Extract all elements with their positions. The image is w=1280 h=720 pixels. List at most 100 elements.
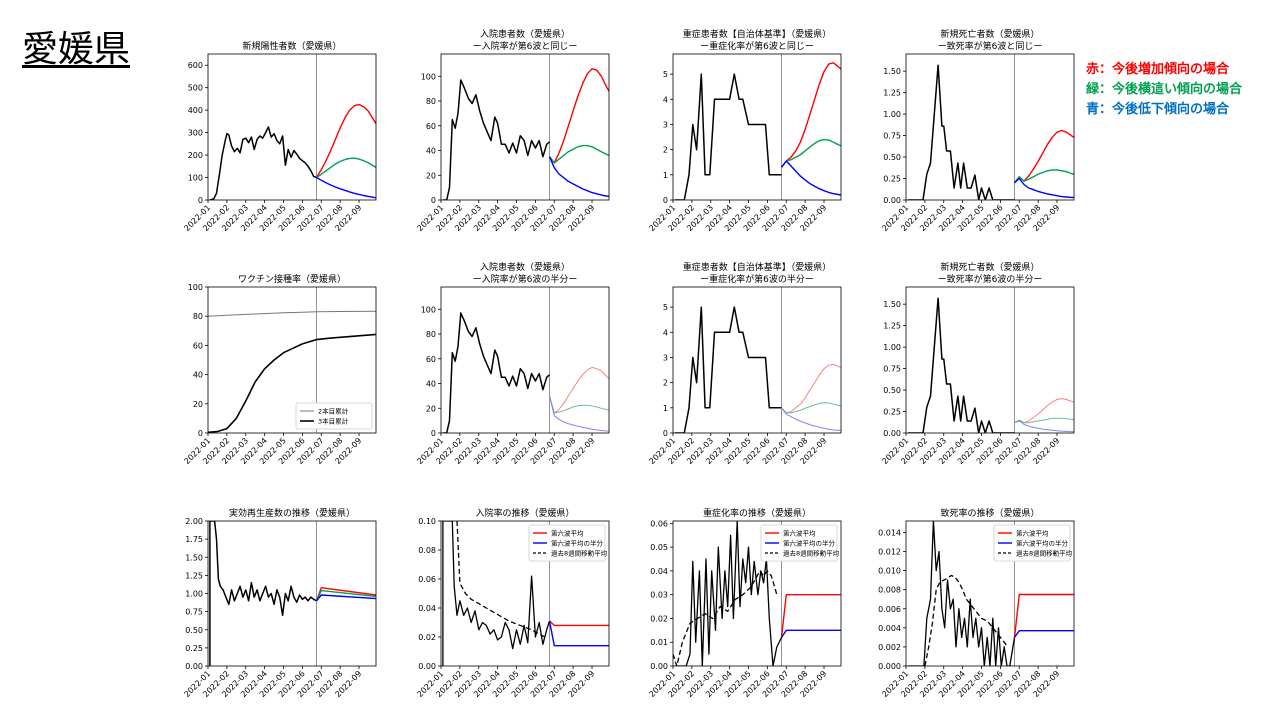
y-tick-label: 1 — [663, 171, 668, 180]
y-tick-label: 0.25 — [883, 175, 901, 184]
y-tick-label: 5 — [663, 70, 668, 79]
y-tick-label: 1.00 — [883, 110, 901, 119]
legend-box — [295, 402, 373, 430]
series-line — [781, 407, 841, 431]
y-tick-label: 100 — [188, 283, 203, 292]
scenario-decrease-note: 青：今後低下傾向の場合 — [1086, 102, 1230, 117]
chart-subtitle: ー致死率が第6波の半分ー — [938, 273, 1043, 285]
y-tick-label: 80 — [426, 97, 436, 106]
y-tick-label: 40 — [426, 380, 436, 389]
series-line — [1014, 417, 1074, 424]
series-group — [674, 62, 841, 200]
y-tick-label: 0.02 — [650, 614, 668, 623]
y-tick-label: 1.50 — [883, 300, 901, 309]
y-tick-label: 200 — [188, 151, 203, 160]
axes-frame — [207, 53, 377, 201]
chart-subtitle: ー重症化率が第6波の半分ー — [700, 273, 814, 285]
series-line — [924, 574, 1009, 666]
chart-subtitle: ー入院率が第6波の半分ー — [473, 273, 578, 285]
legend-box — [528, 524, 606, 562]
y-tick-label: 60 — [193, 341, 203, 350]
chart-panel: 入院患者数（愛媛県）ー入院率が第6波と同じー0204060801002022-0… — [415, 28, 610, 233]
series-line — [1014, 420, 1074, 433]
chart-title: 新規陽性者数（愛媛県） — [242, 40, 341, 52]
y-tick-label: 2 — [663, 146, 668, 155]
chart-title: 実効再生産数の推移（愛媛県） — [229, 507, 355, 519]
chart-subtitle: ー入院率が第6波と同じー — [473, 40, 578, 52]
y-tick-label: 0.10 — [418, 517, 436, 526]
y-tick-label: 0.02 — [418, 633, 436, 642]
y-tick-label: 1.00 — [185, 590, 203, 599]
chart-panel: 重症患者数【自治体基準】（愛媛県）ー重症化率が第6波の半分ー0123452022… — [647, 261, 842, 466]
chart-panel: 入院率の推移（愛媛県）0.000.020.040.060.080.102022-… — [415, 507, 610, 699]
series-line — [442, 312, 550, 433]
axes-frame — [440, 520, 610, 667]
scenario-increase-note: 赤：今後増加傾向の場合 — [1086, 62, 1230, 77]
series-line — [1014, 177, 1074, 199]
y-tick-label: 0.75 — [883, 132, 901, 141]
legend-label: 過去8週間移動平均 — [783, 549, 840, 558]
y-tick-label: 1.25 — [883, 322, 901, 331]
legend-label: 第六波平均の半分 — [551, 539, 604, 548]
axes-frame — [905, 53, 1075, 201]
y-tick-label: 100 — [421, 305, 436, 314]
chart-title: ワクチン接種率（愛媛県） — [238, 273, 346, 285]
y-tick-label: 20 — [193, 400, 203, 409]
page-title: 愛媛県 — [22, 29, 131, 70]
series-line — [780, 629, 841, 638]
chart-title: 新規死亡者数（愛媛県） — [940, 28, 1039, 40]
series-line — [548, 144, 609, 164]
y-tick-label: 0.75 — [883, 365, 901, 374]
series-line — [548, 156, 609, 197]
legend-label: 第六波平均 — [783, 529, 816, 538]
series-group — [907, 64, 1074, 200]
series-line — [907, 64, 1015, 200]
y-tick-label: 0.08 — [418, 546, 436, 555]
y-tick-label: 0.00 — [418, 662, 436, 671]
axes-frame — [672, 286, 842, 434]
scenario-legend: 赤：今後増加傾向の場合 緑：今後横這い傾向の場合 青：今後低下傾向の場合 — [1086, 60, 1242, 120]
y-tick-label: 0.014 — [878, 528, 901, 537]
y-tick-label: 0 — [198, 196, 203, 205]
series-line — [780, 62, 841, 168]
series-group — [209, 521, 376, 666]
y-tick-label: 0.010 — [878, 567, 901, 576]
y-tick-label: 0.004 — [878, 624, 901, 633]
legend-label: 過去8週間移動平均 — [1016, 549, 1073, 558]
legend-label: 第六波平均 — [1016, 529, 1049, 538]
y-tick-label: 1.00 — [883, 343, 901, 352]
y-tick-label: 4 — [663, 95, 668, 104]
y-tick-label: 3 — [663, 120, 668, 129]
series-line — [315, 589, 376, 602]
y-tick-label: 0 — [663, 429, 668, 438]
y-tick-label: 1.50 — [185, 553, 203, 562]
chart-panel: 重症化率の推移（愛媛県） 0.00 0.01 0.02 0.03 0.04 0.05 0.06… — [647, 507, 842, 699]
legend-label: 第六波平均 — [551, 529, 584, 538]
series-line — [780, 594, 841, 638]
scenario-flat-note: 緑：今後横這い傾向の場合 — [1086, 82, 1243, 97]
series-line — [907, 297, 1015, 433]
series-line — [674, 306, 782, 433]
chart-title: 入院率の推移（愛媛県） — [475, 507, 574, 519]
axes-frame — [440, 286, 610, 434]
chart-title: 入院患者数（愛媛県） — [480, 261, 570, 273]
y-tick-label: 0.00 — [883, 429, 901, 438]
axes-frame — [672, 53, 842, 201]
series-line — [1013, 593, 1074, 638]
series-line — [316, 157, 376, 179]
y-tick-label: 0.50 — [185, 626, 203, 635]
chart-subtitle: ー致死率が第6波と同じー — [938, 40, 1043, 52]
legend-label: 第六波平均の半分 — [783, 539, 836, 548]
y-tick-label: 0.00 — [650, 662, 668, 671]
y-tick-label: 0.75 — [185, 608, 203, 617]
series-line — [316, 176, 376, 199]
series-line — [315, 587, 376, 602]
y-tick-label: 4 — [663, 328, 668, 337]
series-line — [548, 68, 609, 164]
y-tick-label: 0.50 — [883, 386, 901, 395]
series-line — [442, 521, 551, 666]
legend-box — [993, 524, 1071, 562]
series-line — [780, 160, 841, 196]
y-tick-label: 1.25 — [883, 89, 901, 98]
